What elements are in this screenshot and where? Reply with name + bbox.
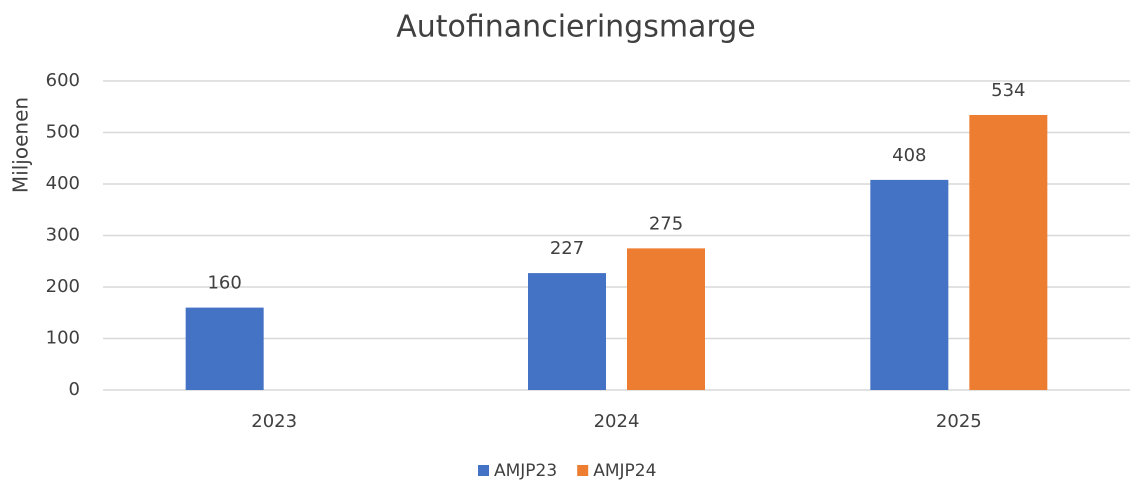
legend-swatch [577, 465, 589, 476]
x-tick-label: 2023 [251, 411, 297, 432]
x-tick-label: 2025 [936, 411, 982, 432]
legend-label: AMJP23 [494, 461, 557, 481]
legend-swatch [478, 465, 489, 476]
bar [528, 273, 606, 390]
x-tick-label: 2024 [594, 411, 640, 432]
value-label: 227 [550, 238, 584, 259]
value-label: 160 [207, 273, 241, 294]
y-axis-label: Miljoenen [9, 97, 33, 193]
bar [627, 248, 705, 390]
value-label: 408 [892, 145, 926, 166]
legend-label: AMJP24 [593, 461, 656, 481]
bar [185, 307, 264, 390]
y-tick-label: 600 [46, 70, 80, 91]
bar [870, 179, 949, 390]
y-tick-label: 300 [46, 225, 80, 246]
y-tick-label: 0 [69, 379, 80, 400]
y-tick-label: 500 [46, 122, 80, 143]
bar [969, 114, 1048, 391]
y-tick-label: 100 [46, 328, 80, 349]
chart-title: Autofinancieringsmarge [396, 10, 756, 45]
y-tick-label: 200 [46, 276, 80, 297]
value-label: 534 [991, 80, 1025, 101]
y-tick-label: 400 [46, 173, 80, 194]
value-label: 275 [649, 213, 683, 234]
